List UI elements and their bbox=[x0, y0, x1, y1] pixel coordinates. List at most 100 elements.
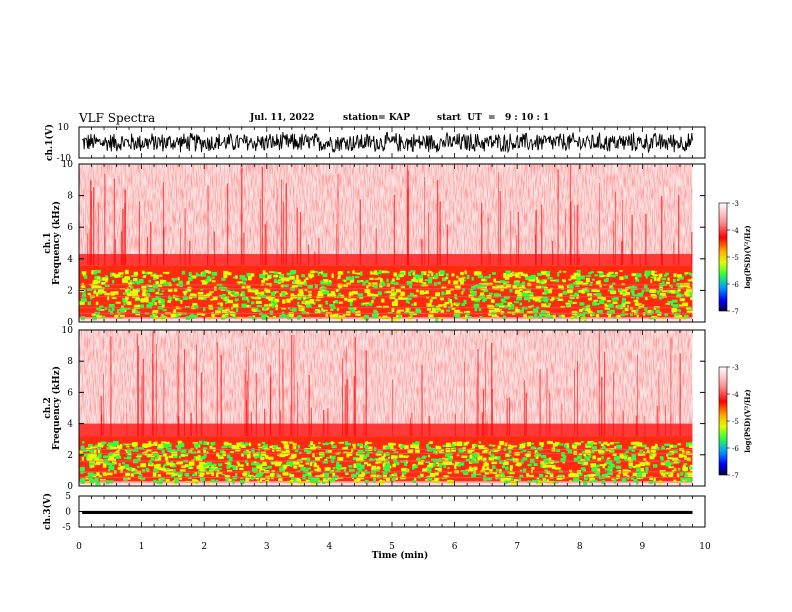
spec2-intensity-cell bbox=[584, 475, 588, 481]
spec1-intensity-cell bbox=[112, 272, 116, 277]
spec2-intensity-cell bbox=[124, 443, 130, 446]
spec1-intensity-cell bbox=[236, 281, 243, 284]
spec1-intensity-cell bbox=[309, 299, 315, 304]
spec2-intensity-cell bbox=[677, 443, 681, 446]
spec1-intensity-cell bbox=[347, 271, 350, 274]
spec1-intensity-cell bbox=[672, 304, 679, 308]
spec2-intensity-cell bbox=[277, 454, 280, 457]
spec1-intensity-cell bbox=[586, 306, 590, 311]
spec1-intensity-cell bbox=[614, 274, 618, 276]
spec2-intensity-cell bbox=[132, 449, 139, 452]
spec1-intensity-cell bbox=[114, 314, 119, 318]
spec2-intensity-cell bbox=[388, 442, 394, 446]
spec2-intensity-cell bbox=[89, 479, 95, 484]
spec1-intensity-cell bbox=[500, 303, 504, 307]
spec2-intensity-cell bbox=[458, 448, 464, 453]
spec1-intensity-cell bbox=[572, 315, 577, 318]
spec2-intensity-cell bbox=[473, 459, 479, 464]
spec1-intensity-cell bbox=[631, 309, 636, 313]
spec1-intensity-cell bbox=[256, 309, 261, 312]
spec2-intensity-cell bbox=[458, 462, 465, 466]
spec1-intensity-cell bbox=[490, 299, 495, 303]
spec2-intensity-cell bbox=[179, 469, 186, 472]
spec2-intensity-cell bbox=[288, 457, 295, 460]
spec2-intensity-cell bbox=[111, 444, 117, 447]
spec1-intensity-cell bbox=[96, 276, 101, 280]
spec1-intensity-cell bbox=[381, 270, 388, 274]
spec2-intensity-cell bbox=[285, 448, 290, 453]
spec1-intensity-cell bbox=[612, 301, 618, 305]
spec1-intensity-cell bbox=[683, 314, 689, 318]
spec1-intensity-cell bbox=[339, 316, 344, 321]
spec2-intensity-cell bbox=[539, 473, 544, 478]
spec2-intensity-cell bbox=[581, 441, 584, 444]
spec1-intensity-cell bbox=[124, 276, 130, 281]
spec1-intensity-cell bbox=[275, 272, 282, 275]
spec1-intensity-cell bbox=[481, 278, 486, 282]
spec2-intensity-cell bbox=[430, 458, 435, 461]
spec1-intensity-cell bbox=[603, 274, 606, 277]
spec1-intensity-cell bbox=[685, 294, 690, 298]
spec2-intensity-cell bbox=[94, 478, 97, 482]
spec2-intensity-cell bbox=[536, 477, 540, 480]
spec2-intensity-cell bbox=[164, 441, 170, 444]
spec1-intensity-cell bbox=[222, 294, 226, 297]
spec1-intensity-cell bbox=[546, 315, 549, 318]
spec2-intensity-cell bbox=[637, 452, 643, 456]
spec2-intensity-cell bbox=[606, 459, 613, 465]
spec1-intensity-cell bbox=[450, 303, 453, 307]
spec2-intensity-cell bbox=[290, 455, 296, 459]
spec2-intensity-cell bbox=[401, 467, 407, 472]
spec2-intensity-cell bbox=[96, 472, 100, 476]
spec1-intensity-cell bbox=[287, 307, 291, 310]
spec2-intensity-cell bbox=[97, 449, 101, 453]
spec1-intensity-cell bbox=[427, 308, 432, 311]
spec1-intensity-cell bbox=[443, 303, 447, 308]
spec2-intensity-cell bbox=[381, 458, 385, 461]
spec2-intensity-cell bbox=[267, 465, 272, 469]
spec1-intensity-cell bbox=[519, 302, 523, 306]
spec1-intensity-cell bbox=[633, 299, 637, 303]
spec1-intensity-cell bbox=[290, 270, 296, 275]
spec1-intensity-cell bbox=[645, 275, 648, 279]
spec1-intensity-cell bbox=[274, 298, 280, 303]
spec2-intensity-cell bbox=[633, 442, 638, 445]
spec2-intensity-cell bbox=[192, 473, 197, 477]
spec2-intensity-cell bbox=[319, 456, 323, 459]
spec1-intensity-cell bbox=[591, 288, 597, 292]
spec2-intensity-cell bbox=[388, 456, 391, 459]
spec2-intensity-cell bbox=[431, 447, 437, 450]
spec1-intensity-cell bbox=[595, 292, 602, 297]
spec1-intensity-cell bbox=[283, 284, 289, 288]
spec1-intensity-cell bbox=[308, 293, 312, 296]
spec1-intensity-cell bbox=[159, 274, 163, 277]
spec1-intensity-cell bbox=[206, 293, 212, 295]
spec1-intensity-cell bbox=[315, 309, 320, 312]
spec2-intensity-cell bbox=[195, 456, 201, 461]
spec1-intensity-cell bbox=[242, 281, 246, 286]
spec1-intensity-cell bbox=[413, 277, 416, 282]
spec2-intensity-cell bbox=[152, 472, 157, 478]
spec2-intensity-cell bbox=[604, 473, 608, 477]
spec2-intensity-cell bbox=[313, 462, 317, 466]
spec2-intensity-cell bbox=[560, 458, 566, 463]
spec1-intensity-cell bbox=[593, 299, 598, 302]
spec1-intensity-cell bbox=[163, 282, 169, 287]
spec1-intensity-cell bbox=[279, 314, 283, 319]
spec2-intensity-cell bbox=[164, 456, 168, 461]
spec1-intensity-cell bbox=[212, 280, 216, 283]
spec2-intensity-cell bbox=[345, 472, 349, 475]
spec2-intensity-cell bbox=[475, 473, 482, 476]
spec1-intensity-cell bbox=[217, 310, 221, 315]
spec1-intensity-cell bbox=[573, 281, 577, 285]
spec1-intensity-cell bbox=[188, 277, 193, 282]
spec1-intensity-cell bbox=[222, 315, 229, 318]
spec1-intensity-cell bbox=[445, 273, 449, 277]
spec1-intensity-cell bbox=[361, 302, 365, 306]
spec1-intensity-cell bbox=[615, 298, 618, 301]
spec1-intensity-cell bbox=[453, 314, 459, 317]
spec2-intensity-cell bbox=[549, 474, 554, 479]
spec2-intensity-cell bbox=[98, 475, 102, 479]
spec1-intensity-cell bbox=[661, 317, 665, 321]
spec2-intensity-cell bbox=[223, 454, 227, 457]
